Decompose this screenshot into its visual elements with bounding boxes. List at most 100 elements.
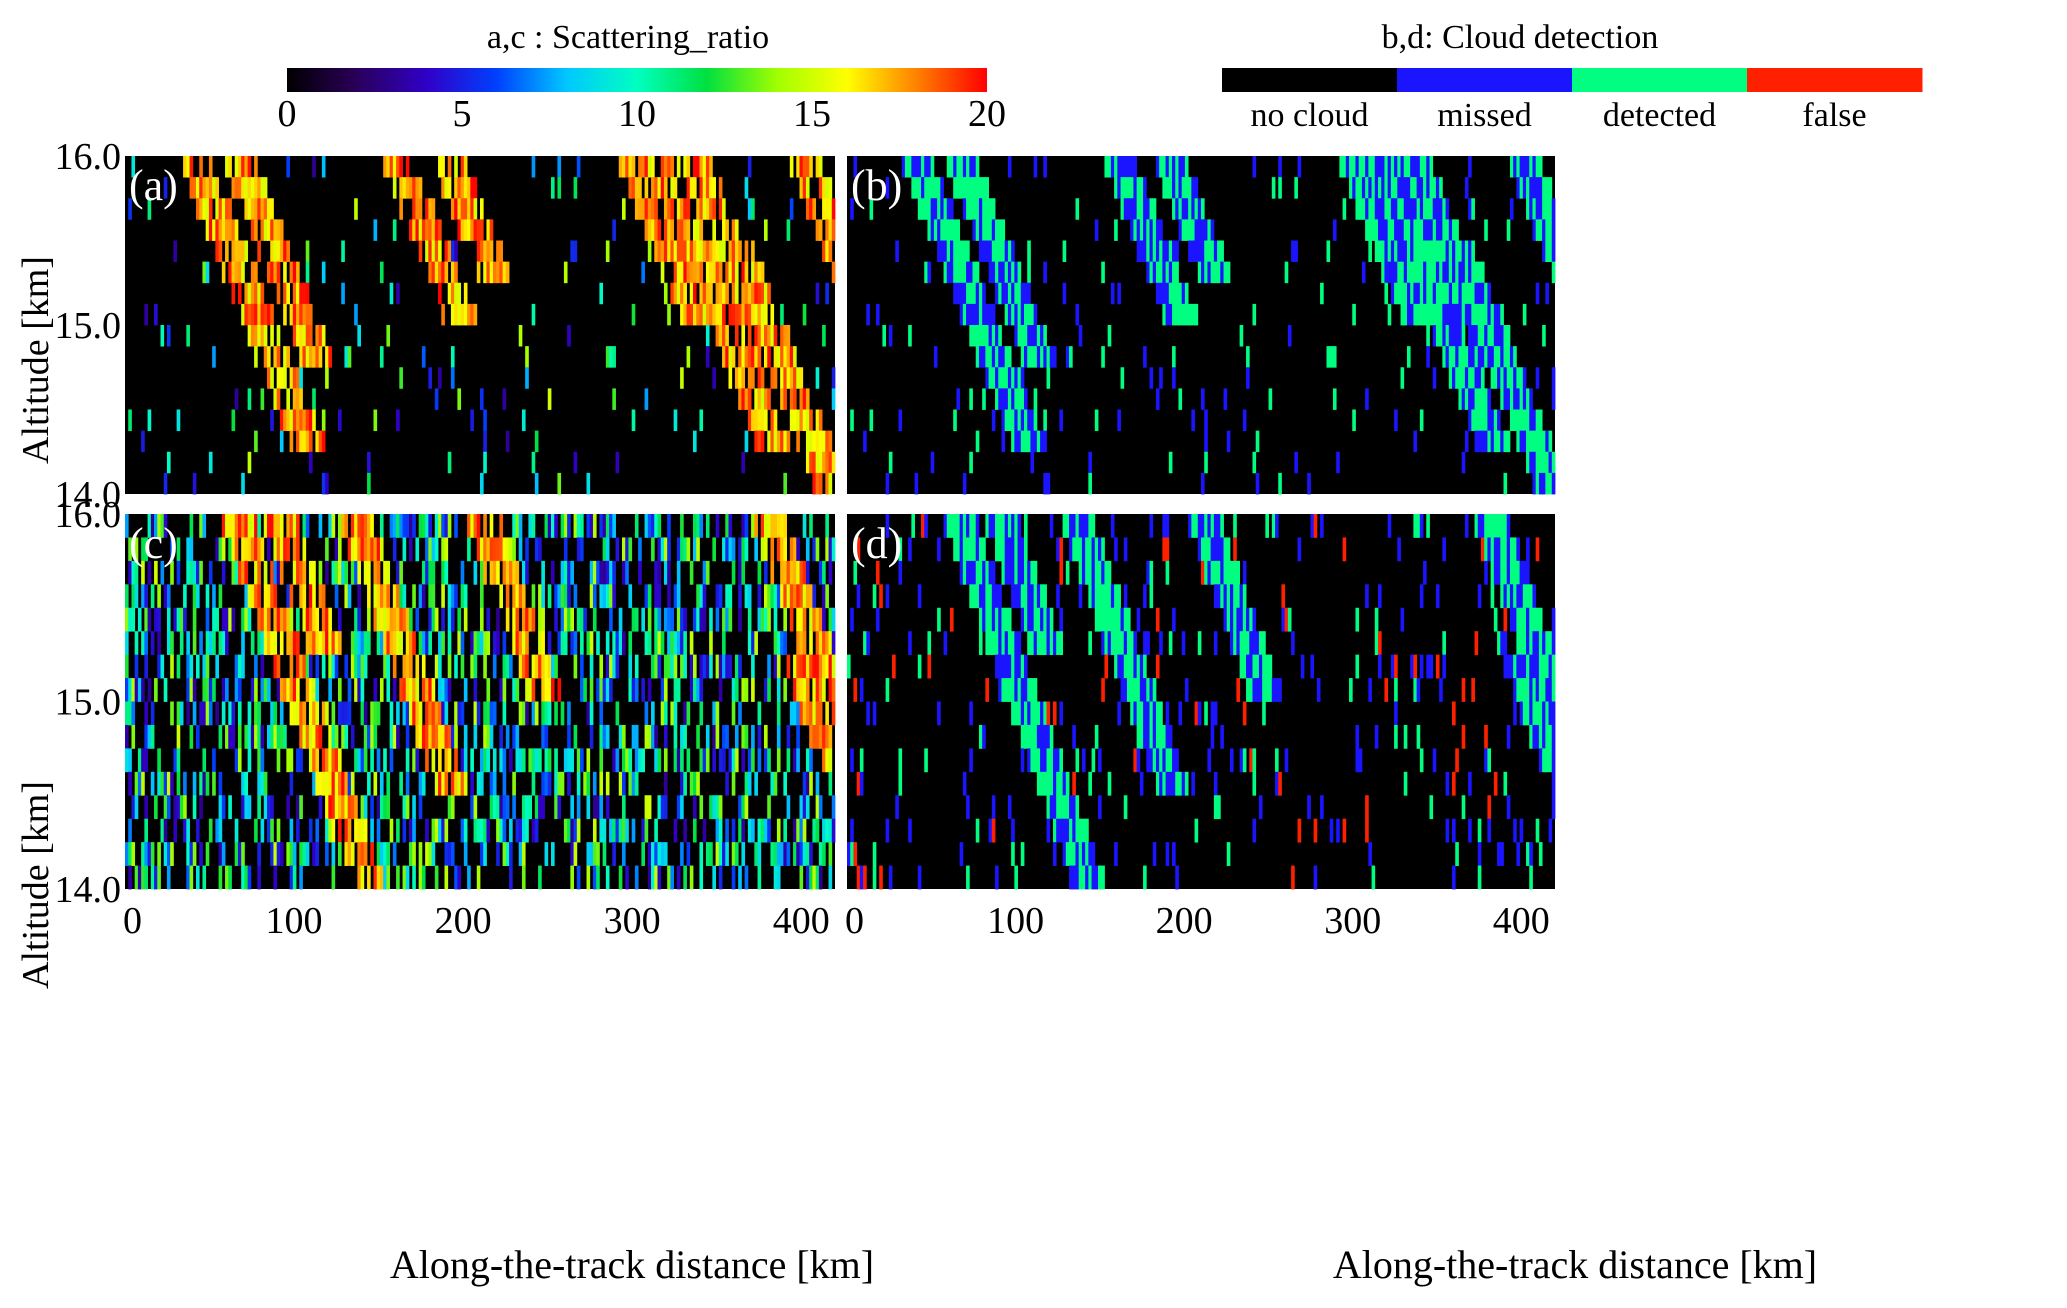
heatmap-cell bbox=[367, 607, 371, 632]
heatmap-cell bbox=[1178, 219, 1183, 241]
heatmap-cell bbox=[657, 177, 662, 199]
heatmap-cell bbox=[221, 701, 226, 726]
heatmap-cell bbox=[1175, 282, 1179, 305]
heatmap-cell bbox=[1551, 198, 1556, 220]
heatmap-cell bbox=[689, 631, 694, 656]
heatmap-cell bbox=[1452, 240, 1456, 263]
heatmap-cell bbox=[667, 537, 671, 562]
heatmap-cell bbox=[786, 325, 791, 347]
heatmap-cell bbox=[144, 795, 148, 820]
heatmap-cell bbox=[1004, 560, 1009, 585]
heatmap-cell bbox=[728, 607, 733, 632]
heatmap-cell bbox=[1020, 584, 1025, 609]
heatmap-cell bbox=[596, 795, 600, 820]
heatmap-cell bbox=[460, 818, 465, 843]
heatmap-cell bbox=[809, 724, 813, 749]
heatmap-cell bbox=[1413, 177, 1418, 199]
heatmap-cell bbox=[1262, 678, 1266, 702]
heatmap-cell bbox=[1403, 219, 1408, 241]
heatmap-cell bbox=[228, 537, 232, 562]
heatmap-cell bbox=[244, 607, 249, 632]
heatmap-cell bbox=[1020, 842, 1025, 866]
heatmap-cell bbox=[651, 219, 655, 241]
heatmap-cell bbox=[757, 607, 762, 632]
heatmap-cell bbox=[628, 156, 633, 178]
heatmap-cell bbox=[776, 678, 781, 702]
heatmap-cell bbox=[1538, 607, 1543, 632]
heatmap-cell bbox=[1538, 631, 1543, 656]
heatmap-cell bbox=[325, 631, 329, 656]
heatmap-cell bbox=[570, 240, 574, 263]
y-tick-label: 15.0 bbox=[55, 305, 122, 347]
heatmap-cell bbox=[802, 654, 807, 679]
heatmap-cell bbox=[1162, 537, 1166, 562]
heatmap-cell bbox=[599, 560, 604, 585]
heatmap-cell bbox=[1236, 631, 1241, 656]
heatmap-cell bbox=[741, 367, 746, 389]
heatmap-cell bbox=[234, 261, 239, 284]
heatmap-cell bbox=[315, 678, 320, 702]
heatmap-cell bbox=[1007, 240, 1012, 263]
heatmap-cell bbox=[930, 451, 935, 474]
heatmap-cell bbox=[1210, 537, 1215, 562]
heatmap-cell bbox=[347, 818, 352, 843]
heatmap-cell bbox=[1532, 724, 1537, 749]
heatmap-cell bbox=[728, 748, 733, 773]
heatmap-cell bbox=[1130, 701, 1134, 726]
heatmap-cell bbox=[1477, 818, 1482, 843]
heatmap-cell bbox=[1094, 584, 1099, 609]
heatmap-cell bbox=[218, 842, 223, 866]
heatmap-cell bbox=[1201, 219, 1205, 241]
heatmap-cell bbox=[972, 584, 977, 609]
heatmap-cell bbox=[1349, 177, 1353, 199]
heatmap-cell bbox=[551, 177, 555, 199]
heatmap-cell bbox=[1432, 198, 1437, 220]
heatmap-cell bbox=[186, 537, 190, 562]
heatmap-cell bbox=[1448, 346, 1453, 368]
heatmap-cell bbox=[1226, 560, 1231, 585]
heatmap-cell bbox=[988, 261, 993, 284]
heatmap-cell bbox=[1146, 748, 1150, 773]
heatmap-cell bbox=[1529, 156, 1533, 178]
heatmap-cell bbox=[363, 514, 368, 538]
heatmap-cell bbox=[770, 771, 775, 796]
heatmap-cell bbox=[1275, 678, 1279, 702]
heatmap-cell bbox=[702, 156, 707, 178]
heatmap-cell bbox=[163, 678, 168, 702]
heatmap-cell bbox=[1429, 198, 1434, 220]
heatmap-cell bbox=[683, 282, 687, 305]
heatmap-cell bbox=[576, 748, 581, 773]
heatmap-cell bbox=[557, 631, 562, 656]
heatmap-cell bbox=[315, 701, 320, 726]
heatmap-cell bbox=[480, 818, 484, 843]
heatmap-cell bbox=[622, 560, 626, 585]
heatmap-cell bbox=[486, 261, 491, 284]
detection-colorbar: b,d: Cloud detection no cloud missed detec… bbox=[1222, 19, 1923, 134]
heatmap-cell bbox=[1542, 748, 1546, 773]
heatmap-cell bbox=[1088, 865, 1092, 890]
heatmap-cell bbox=[1300, 654, 1305, 679]
heatmap-cell bbox=[747, 748, 752, 773]
heatmap-cell bbox=[1197, 514, 1202, 538]
heatmap-cell bbox=[528, 514, 533, 538]
heatmap-cell bbox=[263, 198, 268, 220]
heatmap-cell bbox=[1500, 303, 1504, 326]
heatmap-cell bbox=[985, 240, 989, 263]
heatmap-cell bbox=[705, 748, 710, 773]
heatmap-cell bbox=[428, 631, 432, 656]
heatmap-cell bbox=[379, 865, 384, 890]
heatmap-cell bbox=[754, 430, 758, 453]
heatmap-cell bbox=[982, 219, 986, 241]
heatmap-cell bbox=[812, 430, 817, 453]
heatmap-cell bbox=[975, 584, 980, 609]
heatmap-cell bbox=[438, 724, 442, 749]
heatmap-cell bbox=[205, 654, 210, 679]
heatmap-cell bbox=[296, 818, 300, 843]
heatmap-cell bbox=[1246, 346, 1250, 368]
heatmap-cell bbox=[241, 177, 245, 199]
heatmap-cell bbox=[699, 177, 704, 199]
heatmap-cell bbox=[596, 631, 600, 656]
heatmap-cell bbox=[709, 631, 713, 656]
x-tick-label: 300 bbox=[1324, 900, 1381, 942]
heatmap-cell bbox=[405, 701, 410, 726]
